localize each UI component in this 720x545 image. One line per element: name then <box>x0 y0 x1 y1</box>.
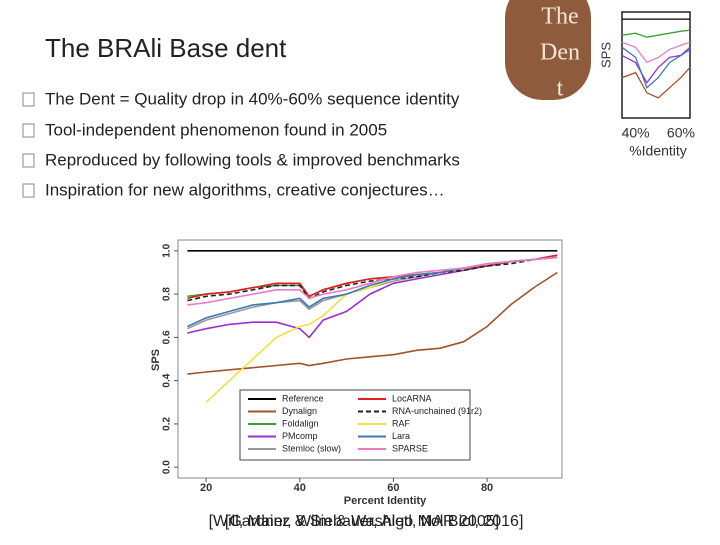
bullet: Tool-independent phenomenon found in 200… <box>45 120 387 139</box>
bullet: Reproduced by following tools & improved… <box>45 150 460 169</box>
x-axis-label: %Identity <box>629 143 687 159</box>
x-tick-label: 60% <box>667 125 695 141</box>
series-line <box>621 29 691 38</box>
x-tick-label: 20 <box>200 482 212 494</box>
slide-title: The BRAli Base dent <box>45 33 287 63</box>
series-line <box>187 256 558 302</box>
x-tick-label: 80 <box>481 482 493 494</box>
plot-frame <box>621 11 691 119</box>
legend-label: Stemloc (slow) <box>282 443 341 453</box>
bullet: The Dent = Quality drop in 40%-60% seque… <box>45 89 460 108</box>
legend-label: Dynalign <box>282 406 317 416</box>
legend-label: LocARNA <box>392 393 432 403</box>
x-tick-label: 40 <box>294 482 306 494</box>
y-tick-label: 0.0 <box>162 460 173 474</box>
badge-text: Den <box>540 40 580 66</box>
y-tick-label: 0.6 <box>162 330 173 344</box>
bullet-list: The Dent = Quality drop in 40%-60% seque… <box>22 89 460 199</box>
legend-label: SPARSE <box>392 443 428 453</box>
legend-label: Lara <box>392 431 410 441</box>
y-tick-label: 1.0 <box>162 243 173 257</box>
y-tick-label: 0.4 <box>162 373 173 387</box>
legend-box <box>239 389 471 461</box>
bullet-marker <box>22 92 35 107</box>
badge <box>505 0 591 100</box>
citation: [Will, Mainz & Siebauer, Algo Mol Biol, … <box>209 513 524 530</box>
y-tick-label: 0.2 <box>162 417 173 431</box>
badge-text: t <box>557 76 564 102</box>
series-line <box>187 271 558 375</box>
legend-label: PMcomp <box>282 431 318 441</box>
y-axis-label: SPS <box>150 349 162 371</box>
legend-label: RNA-unchained (91r2) <box>392 406 482 416</box>
citation: [Gardner, Wilm & Washietl, NAR 2005] <box>225 513 499 530</box>
bullet: Inspiration for new algorithms, creative… <box>45 180 445 199</box>
legend-label: RAF <box>392 418 411 428</box>
badge-text: The <box>541 4 578 30</box>
legend-label: Reference <box>282 393 324 403</box>
series-line <box>621 67 691 99</box>
x-axis-label: Percent Identity <box>344 495 427 507</box>
x-tick-label: 60 <box>387 482 399 494</box>
plot-frame <box>177 239 563 479</box>
y-axis-label: SPS <box>598 42 613 68</box>
bullet-marker <box>22 183 35 198</box>
series-line <box>621 46 691 89</box>
series-line <box>187 256 558 306</box>
bullet-marker <box>22 153 35 168</box>
legend-label: Foldalign <box>282 418 319 428</box>
series-line <box>621 41 691 64</box>
y-tick-label: 0.8 <box>162 287 173 301</box>
bullet-marker <box>22 123 35 138</box>
x-tick-label: 40% <box>622 125 650 141</box>
